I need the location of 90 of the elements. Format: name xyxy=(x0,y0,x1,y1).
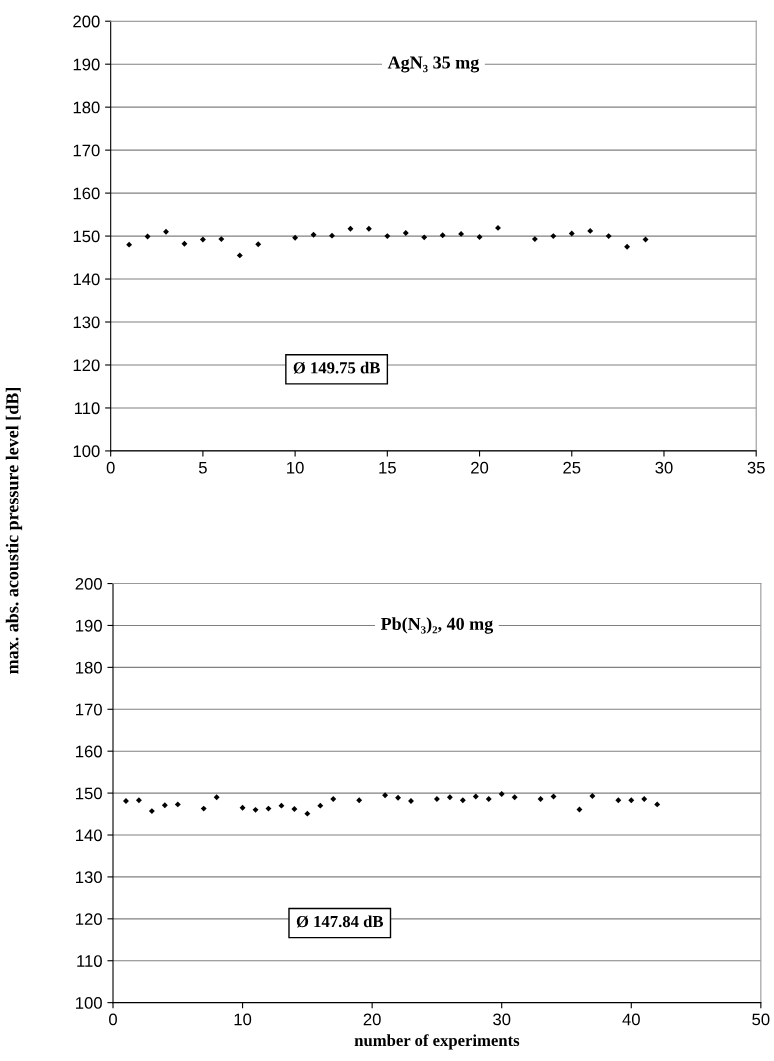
x-tick-label: 20 xyxy=(471,461,489,474)
point xyxy=(200,805,207,812)
y-tick-label: 110 xyxy=(77,955,102,967)
point xyxy=(310,231,317,238)
point xyxy=(498,790,505,797)
y-tick-label: 130 xyxy=(76,871,102,884)
point xyxy=(587,227,594,234)
y-tick-label: 150 xyxy=(73,230,100,243)
point xyxy=(382,792,389,799)
point xyxy=(199,236,206,243)
point xyxy=(163,228,169,235)
y-tick-label: 120 xyxy=(73,359,100,372)
point xyxy=(654,801,661,808)
point xyxy=(472,793,479,800)
point xyxy=(446,794,453,801)
y-tick-label: 110 xyxy=(74,402,100,415)
point xyxy=(550,233,557,240)
x-tick-label: 5 xyxy=(198,461,207,474)
point xyxy=(236,252,243,259)
x-tick-label: 25 xyxy=(563,461,581,474)
point xyxy=(330,796,337,802)
x-tick-label: 0 xyxy=(109,1013,117,1026)
point xyxy=(365,225,372,232)
y-tick-label: 180 xyxy=(73,101,100,114)
y-tick-label: 200 xyxy=(73,15,100,28)
point xyxy=(605,233,612,240)
point xyxy=(218,236,225,243)
point xyxy=(537,796,544,802)
point xyxy=(278,802,285,809)
point xyxy=(135,797,142,804)
point xyxy=(395,794,401,801)
text: Pb(N₃)₂, 40 mg xyxy=(380,617,494,634)
y-tick-label: 100 xyxy=(73,445,100,458)
y-tick-label: 190 xyxy=(73,58,100,71)
point xyxy=(641,796,648,802)
point xyxy=(291,806,298,812)
point xyxy=(568,230,575,237)
x-tick-label: 0 xyxy=(106,461,115,474)
y-tick-label: 140 xyxy=(73,273,100,286)
point xyxy=(421,234,428,241)
point xyxy=(265,805,272,812)
point xyxy=(628,797,635,804)
x-tick-label: 30 xyxy=(493,1013,511,1026)
point xyxy=(495,224,501,231)
point xyxy=(239,804,246,811)
x-tick-label: 15 xyxy=(379,461,396,474)
point xyxy=(161,802,168,809)
y-tick-label: 150 xyxy=(76,787,102,800)
point xyxy=(511,794,518,801)
x-tick-label: 35 xyxy=(747,461,765,474)
y-tick-label: 140 xyxy=(76,829,102,842)
point xyxy=(476,233,483,240)
point xyxy=(347,225,354,232)
x-tick-label: 10 xyxy=(234,1013,252,1026)
point xyxy=(615,797,622,804)
point xyxy=(589,793,596,799)
x-axis-title: number of experiments xyxy=(354,1034,520,1050)
point xyxy=(402,230,409,237)
point xyxy=(174,801,181,808)
y-axis-title: max. abs. acoustic pressure level [dB] xyxy=(5,387,23,674)
point xyxy=(485,796,492,802)
y-tick-label: 130 xyxy=(73,316,100,329)
point xyxy=(292,234,299,241)
y-tick-label: 160 xyxy=(73,187,100,200)
x-tick-label: 30 xyxy=(655,461,673,474)
point xyxy=(213,794,220,801)
y-tick-label: 200 xyxy=(75,577,102,590)
y-tick-label: 180 xyxy=(76,661,102,674)
point xyxy=(329,232,335,239)
y-tick-label: 190 xyxy=(76,619,102,632)
point xyxy=(144,233,151,240)
point xyxy=(252,806,259,813)
annotation: Ø 147.84 dB xyxy=(296,915,384,928)
x-tick-label: 10 xyxy=(287,461,304,474)
x-tick-label: 50 xyxy=(752,1013,770,1026)
y-tick-label: 120 xyxy=(76,913,102,926)
text: AgN₃ 35 mg xyxy=(387,56,480,73)
y-tick-label: 160 xyxy=(76,745,102,758)
y-tick-label: 170 xyxy=(73,144,100,157)
x-tick-label: 20 xyxy=(363,1013,381,1026)
y-tick-label: 100 xyxy=(76,997,102,1009)
point xyxy=(408,798,414,805)
point xyxy=(181,240,188,247)
point xyxy=(439,232,446,239)
point xyxy=(624,243,631,250)
point xyxy=(384,233,391,240)
annotation: Ø 149.75 dB xyxy=(293,361,380,374)
x-tick-label: 40 xyxy=(622,1013,640,1026)
point xyxy=(126,241,133,248)
y-tick-label: 170 xyxy=(76,703,102,716)
